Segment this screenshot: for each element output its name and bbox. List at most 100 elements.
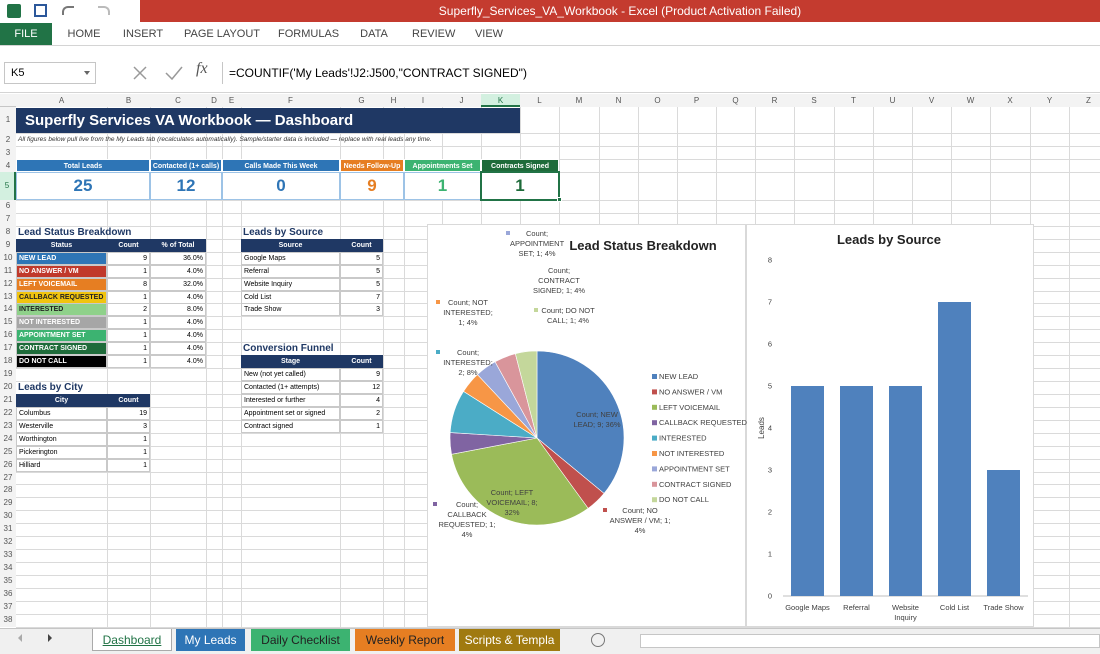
row-header[interactable]: 16	[0, 329, 16, 343]
sheet-tab[interactable]: Weekly Report	[355, 629, 455, 651]
column-header[interactable]: L	[520, 94, 559, 107]
add-sheet-button[interactable]	[591, 633, 605, 647]
row-header[interactable]: 30	[0, 510, 16, 524]
ribbon-tab[interactable]: PAGE LAYOUT	[184, 28, 261, 40]
column-header[interactable]: M	[559, 94, 599, 107]
row-header[interactable]: 11	[0, 264, 16, 278]
column-header[interactable]: Z	[1069, 94, 1100, 107]
tab-nav-prev[interactable]	[18, 634, 22, 642]
column-header[interactable]: Q	[716, 94, 755, 107]
row-header[interactable]: 14	[0, 303, 16, 317]
column-header[interactable]: I	[404, 94, 442, 107]
ribbon-tab[interactable]: DATA	[360, 28, 388, 40]
sheet-tab[interactable]: Daily Checklist	[251, 629, 350, 651]
row-header[interactable]: 28	[0, 484, 16, 498]
column-header[interactable]: C	[150, 94, 206, 107]
column-header[interactable]: O	[638, 94, 677, 107]
fx-button[interactable]: fx	[196, 60, 208, 77]
table-cell: Contract signed	[241, 419, 340, 433]
legend-label: INTERESTED	[659, 434, 707, 443]
row-header[interactable]: 26	[0, 458, 16, 472]
row-header[interactable]: 10	[0, 251, 16, 265]
row-header[interactable]: 17	[0, 342, 16, 356]
column-header[interactable]: X	[990, 94, 1030, 107]
row-header[interactable]: 37	[0, 600, 16, 614]
undo-icon[interactable]	[62, 6, 74, 15]
row-header[interactable]: 6	[0, 200, 16, 213]
column-header[interactable]: K	[481, 94, 520, 107]
column-header[interactable]: J	[442, 94, 481, 107]
row-header[interactable]: 12	[0, 277, 16, 291]
save-icon[interactable]	[34, 4, 47, 17]
legend-label: APPOINTMENT SET	[659, 464, 730, 473]
ribbon-tab[interactable]: REVIEW	[412, 28, 456, 40]
row-header[interactable]: 18	[0, 355, 16, 369]
y-tick-label: 1	[768, 550, 772, 559]
scrollbar[interactable]	[640, 634, 1100, 648]
row-header[interactable]: 20	[0, 381, 16, 394]
column-header[interactable]: H	[383, 94, 404, 107]
ribbon-tab[interactable]: FORMULAS	[278, 28, 340, 40]
table-cell: Trade Show	[241, 303, 340, 317]
row-header[interactable]: 15	[0, 316, 16, 330]
column-header[interactable]: V	[912, 94, 951, 107]
column-header[interactable]: S	[794, 94, 834, 107]
ribbon-tab[interactable]: INSERT	[122, 28, 164, 40]
row-header[interactable]: 5	[0, 172, 16, 200]
column-header[interactable]: U	[873, 94, 912, 107]
column-header[interactable]: N	[599, 94, 638, 107]
column-header[interactable]: T	[834, 94, 873, 107]
y-tick-label: 4	[768, 424, 772, 433]
tab-nav-next[interactable]	[48, 634, 52, 642]
row-header[interactable]: 8	[0, 225, 16, 239]
row-header[interactable]: 34	[0, 562, 16, 575]
row-header[interactable]: 1	[0, 107, 16, 133]
row-header[interactable]: 19	[0, 368, 16, 381]
column-header[interactable]: W	[951, 94, 990, 107]
row-header[interactable]: 32	[0, 536, 16, 550]
formula-input[interactable]: =COUNTIF('My Leads'!J2:J500,"CONTRACT SI…	[222, 62, 1100, 84]
row-header[interactable]: 22	[0, 406, 16, 420]
column-header[interactable]: A	[16, 94, 107, 107]
enter-icon[interactable]	[165, 66, 183, 81]
row-header[interactable]: 23	[0, 419, 16, 433]
row-header[interactable]: 38	[0, 613, 16, 627]
row-header[interactable]: 25	[0, 445, 16, 459]
row-header[interactable]: 24	[0, 432, 16, 446]
sheet-tab[interactable]: My Leads	[176, 629, 245, 651]
column-header[interactable]: F	[241, 94, 340, 107]
column-header[interactable]: B	[107, 94, 150, 107]
column-header[interactable]: P	[677, 94, 716, 107]
row-header[interactable]: 29	[0, 497, 16, 511]
table-cell: 2	[107, 303, 150, 317]
row-header[interactable]: 7	[0, 212, 16, 226]
column-header[interactable]: G	[340, 94, 383, 107]
name-box[interactable]: K5	[4, 62, 96, 84]
data-label: Count; LEFT VOICEMAIL; 8; 32%	[486, 488, 538, 517]
row-header[interactable]: 36	[0, 587, 16, 601]
column-header[interactable]: E	[222, 94, 241, 107]
row-header[interactable]: 21	[0, 393, 16, 407]
row-header[interactable]: 2	[0, 133, 16, 146]
column-header[interactable]: R	[755, 94, 794, 107]
ribbon-tab[interactable]: HOME	[67, 28, 101, 40]
column-header[interactable]: Y	[1030, 94, 1069, 107]
row-header[interactable]: 3	[0, 146, 16, 159]
row-header[interactable]: 4	[0, 159, 16, 172]
legend-label: NOT INTERESTED	[659, 449, 725, 458]
redo-icon[interactable]	[98, 6, 110, 15]
row-header[interactable]: 33	[0, 549, 16, 563]
cell-gridline	[404, 107, 405, 627]
row-header[interactable]: 31	[0, 523, 16, 537]
row-header[interactable]: 9	[0, 238, 16, 252]
column-header[interactable]: D	[206, 94, 222, 107]
y-tick-label: 6	[768, 340, 772, 349]
sheet-tab[interactable]: Dashboard	[92, 629, 172, 651]
table-header: Source	[241, 238, 340, 252]
row-header[interactable]: 13	[0, 290, 16, 304]
ribbon-tab[interactable]: FILE	[0, 23, 52, 45]
sheet-tab[interactable]: Scripts & Templa	[459, 629, 560, 651]
row-header[interactable]: 27	[0, 471, 16, 485]
ribbon-tab[interactable]: VIEW	[474, 28, 504, 40]
row-header[interactable]: 35	[0, 574, 16, 588]
